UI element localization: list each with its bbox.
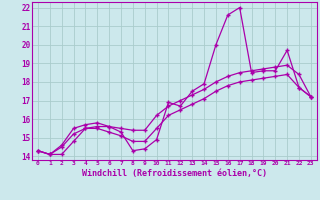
X-axis label: Windchill (Refroidissement éolien,°C): Windchill (Refroidissement éolien,°C) bbox=[82, 169, 267, 178]
